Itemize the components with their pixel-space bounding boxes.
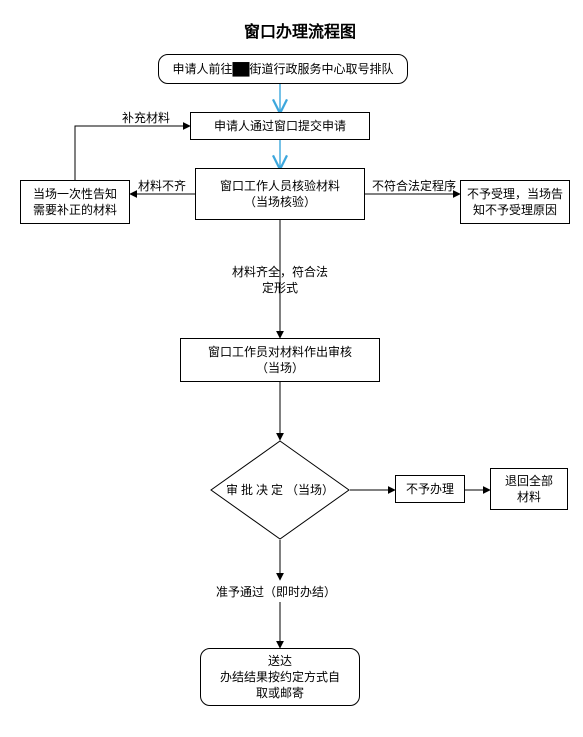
label-l_miss: 材料不齐 <box>138 178 186 194</box>
node-n5r2: 退回全部 材料 <box>490 468 568 510</box>
node-n3: 窗口工作人员核验材料 （当场核验） <box>195 168 365 220</box>
label-l_supp: 补充材料 <box>122 110 170 126</box>
node-n5r: 不予办理 <box>395 475 465 503</box>
node-n_right: 不予受理，当场告 知不予受理原因 <box>460 180 570 224</box>
node-n1: 申请人前往██街道行政服务中心取号排队 <box>158 54 408 84</box>
label-l_ok: 材料齐全，符合法 定形式 <box>232 264 328 296</box>
node-n5: 审 批 决 定 （当场） <box>210 440 350 540</box>
node-n4: 窗口工作员对材料作出审核 （当场） <box>180 338 380 382</box>
node-n6: 送达 办结结果按约定方式自 取或邮寄 <box>200 648 360 706</box>
page-title: 窗口办理流程图 <box>220 18 380 42</box>
node-n5-text: 审 批 决 定 （当场） <box>210 440 350 540</box>
label-l_illegal: 不符合法定程序 <box>372 178 456 194</box>
node-n2: 申请人通过窗口提交申请 <box>190 112 370 140</box>
edge-3 <box>75 126 190 180</box>
flowchart-stage: 窗口办理流程图 申请人前往██街道行政服务中心取号排队申请人通过窗口提交申请窗口… <box>0 0 583 737</box>
label-l_pass: 准予通过（即时办结） <box>216 584 336 600</box>
node-n_left: 当场一次性告知 需要补正的材料 <box>20 180 130 224</box>
